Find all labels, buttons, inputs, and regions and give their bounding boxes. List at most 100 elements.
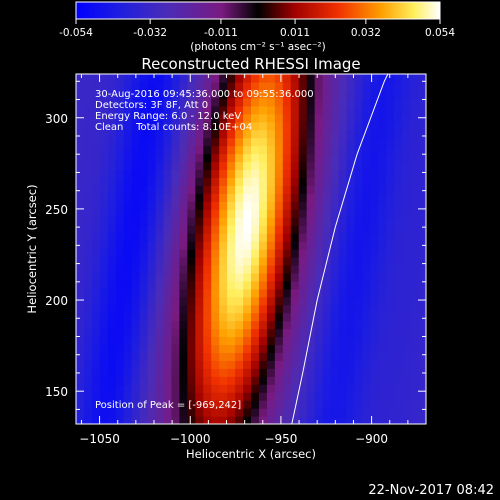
colorbar-unit-label: (photons cm⁻² s⁻¹ asec⁻²): [190, 41, 325, 53]
heatmap-cell: [418, 193, 426, 202]
heatmap-cell: [394, 169, 403, 178]
heatmap-cell: [378, 249, 387, 258]
heatmap-cell: [179, 336, 188, 346]
heatmap-cell: [282, 328, 292, 338]
heatmap-cell: [306, 352, 316, 361]
annotation-energy: Energy Range: 6.0 - 12.0 keV: [95, 111, 241, 122]
heatmap-cell: [203, 169, 212, 178]
heatmap-cell: [235, 368, 244, 377]
heatmap-cell: [155, 328, 165, 338]
heatmap-cell: [418, 264, 426, 274]
heatmap-cell: [139, 81, 149, 91]
heatmap-cell: [195, 368, 204, 377]
heatmap-cell: [139, 352, 149, 361]
heatmap-cell: [147, 368, 157, 377]
heatmap-cell: [99, 368, 109, 377]
heatmap-cell: [107, 225, 117, 234]
heatmap-cell: [274, 241, 284, 250]
heatmap-cell: [386, 225, 395, 234]
heatmap-cell: [306, 153, 316, 163]
heatmap-cell: [147, 225, 157, 234]
heatmap-cell: [251, 74, 260, 83]
heatmap-cell: [187, 201, 196, 210]
heatmap-cell: [251, 360, 260, 369]
heatmap-cell: [290, 288, 300, 298]
heatmap-cell: [163, 209, 173, 218]
heatmap-cell: [362, 408, 371, 417]
heatmap-cell: [394, 185, 403, 194]
heatmap-cell: [282, 129, 292, 139]
heatmap-cell: [99, 105, 109, 115]
heatmap-cell: [322, 241, 332, 250]
heatmap-cell: [171, 384, 180, 393]
heatmap-cell: [330, 280, 340, 290]
heatmap-cell: [402, 193, 411, 202]
heatmap-cell: [179, 97, 188, 107]
heatmap-cell: [410, 408, 419, 417]
heatmap-cell: [115, 280, 125, 290]
heatmap-cell: [163, 249, 173, 258]
heatmap-cell: [99, 113, 109, 123]
heatmap-cell: [266, 89, 276, 99]
heatmap-cell: [394, 280, 403, 290]
heatmap-cell: [227, 384, 236, 393]
heatmap-cell: [314, 153, 324, 163]
heatmap-cell: [219, 193, 228, 202]
heatmap-cell: [243, 360, 252, 369]
heatmap-cell: [298, 161, 308, 171]
heatmap-cell: [227, 145, 236, 155]
heatmap-cell: [243, 137, 252, 147]
heatmap-cell: [258, 193, 268, 202]
heatmap-cell: [99, 185, 109, 194]
heatmap-cell: [123, 320, 133, 330]
heatmap-cell: [131, 81, 141, 91]
heatmap-cell: [274, 81, 284, 91]
heatmap-cell: [274, 153, 284, 163]
heatmap-cell: [139, 193, 149, 202]
heatmap-cell: [370, 169, 379, 178]
heatmap-cell: [131, 376, 141, 385]
heatmap-cell: [370, 272, 379, 282]
heatmap-cell: [378, 129, 387, 139]
heatmap-cell: [123, 137, 133, 147]
heatmap-cell: [171, 416, 180, 424]
heatmap-cell: [187, 241, 196, 250]
heatmap-cell: [123, 177, 133, 186]
heatmap-cell: [91, 225, 101, 234]
heatmap-cell: [155, 121, 165, 131]
heatmap-cell: [314, 344, 324, 353]
heatmap-cell: [219, 344, 228, 353]
heatmap-cell: [83, 400, 93, 409]
heatmap-cell: [91, 368, 101, 377]
heatmap-cell: [354, 137, 363, 147]
heatmap-cell: [346, 105, 355, 115]
heatmap-cell: [179, 185, 188, 194]
heatmap-cell: [83, 217, 93, 226]
heatmap-cell: [76, 201, 85, 210]
heatmap-cell: [203, 304, 212, 314]
heatmap-cell: [195, 97, 204, 107]
heatmap-cell: [99, 296, 109, 306]
heatmap-cell: [155, 368, 165, 377]
heatmap-cell: [322, 320, 332, 330]
heatmap-cell: [91, 280, 101, 290]
heatmap-cell: [147, 89, 157, 99]
heatmap-cell: [163, 169, 173, 178]
heatmap-cell: [386, 400, 395, 409]
heatmap-cell: [147, 408, 157, 417]
heatmap-cell: [195, 185, 204, 194]
heatmap-cell: [123, 392, 133, 401]
heatmap-cell: [187, 89, 196, 99]
heatmap-cell: [171, 241, 180, 250]
heatmap-cell: [219, 113, 228, 123]
heatmap-cell: [274, 392, 284, 401]
heatmap-cell: [131, 121, 141, 131]
heatmap-cell: [139, 201, 149, 210]
heatmap-cell: [258, 81, 268, 91]
heatmap-cell: [195, 241, 204, 250]
heatmap-cell: [330, 416, 340, 424]
heatmap-cell: [123, 113, 133, 123]
heatmap-cell: [107, 288, 117, 298]
heatmap-cell: [314, 233, 324, 242]
heatmap-cell: [370, 145, 379, 155]
